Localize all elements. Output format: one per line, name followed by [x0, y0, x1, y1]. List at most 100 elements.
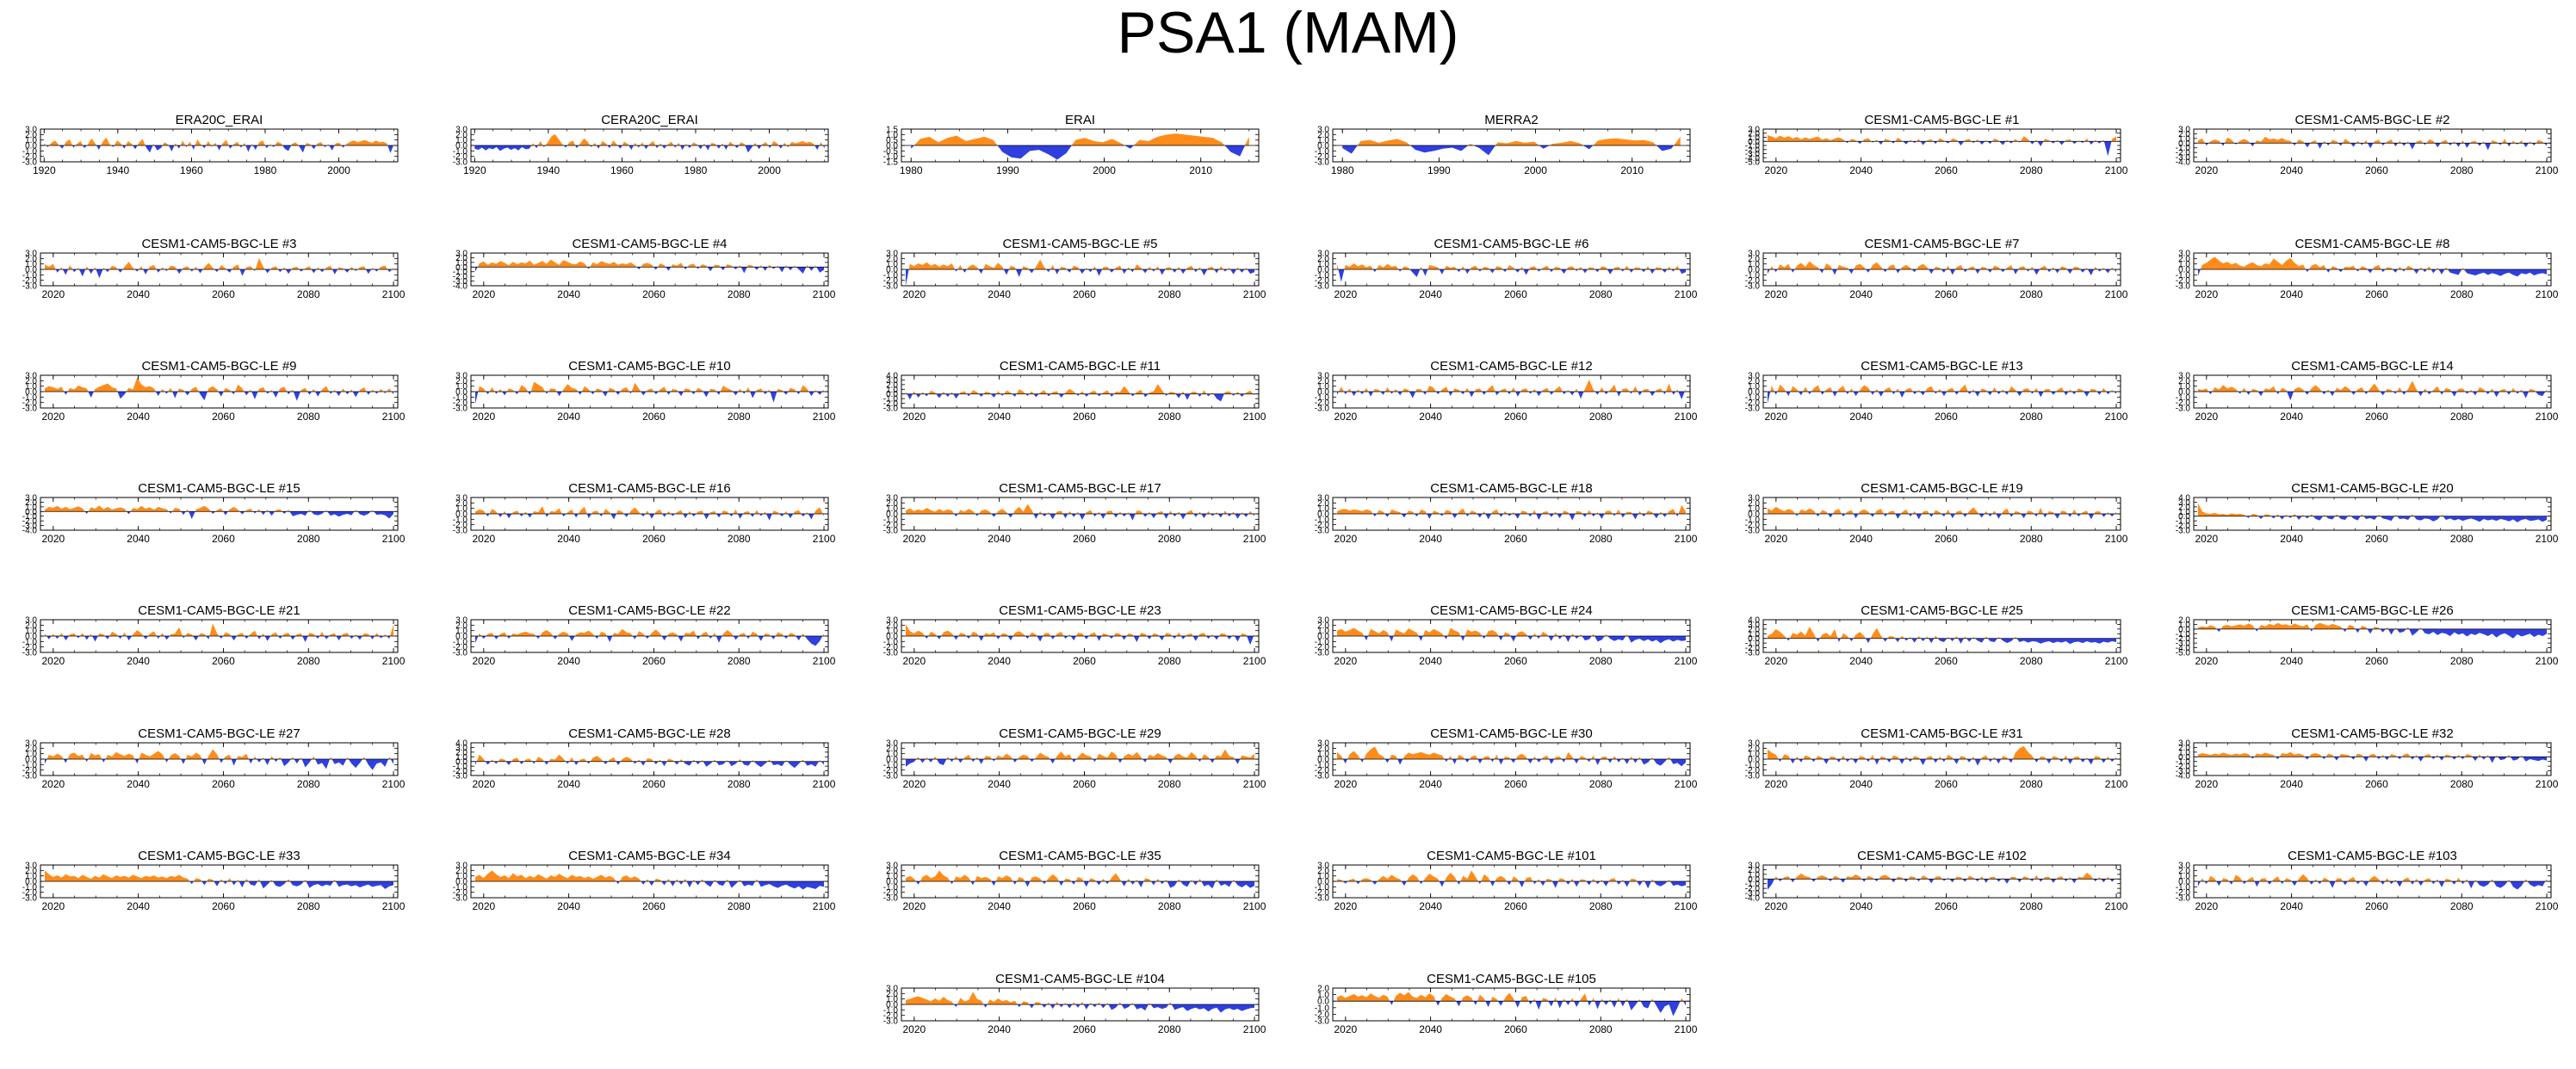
x-tick-label: 2080	[2020, 533, 2043, 545]
y-tick-label: 2.0	[1748, 377, 1760, 386]
y-tick-label: 0.0	[1317, 388, 1329, 398]
positive-area	[474, 628, 825, 636]
y-tick-label: 1.0	[1317, 260, 1329, 269]
timeseries-panel: CESM1-CAM5-BGC-LE #32 3.02.01.00.0-1.0-2.…	[2176, 726, 2559, 790]
timeseries-panel: CESM1-CAM5-BGC-LE #26 2.01.00.0-1.0-2.0-3…	[2176, 603, 2559, 667]
x-tick-label: 2080	[1589, 411, 1613, 423]
y-tick-label: 1.0	[886, 627, 898, 636]
y-tick-label: -1.0	[453, 268, 468, 277]
negative-area	[905, 881, 1255, 889]
y-tick-label: 3.0	[886, 616, 898, 626]
y-tick-label: 2.0	[25, 131, 37, 140]
positive-area	[1767, 261, 2117, 269]
positive-area	[44, 257, 394, 269]
y-tick-label: 0.0	[886, 878, 898, 887]
plot-frame	[40, 497, 399, 531]
x-tick-label: 2040	[1419, 900, 1442, 912]
x-tick-label: 2080	[1589, 778, 1613, 790]
panel-title: CESM1-CAM5-BGC-LE #20	[2291, 481, 2453, 496]
x-tick-label: 2040	[2280, 288, 2303, 300]
y-tick-label: 0.0	[455, 878, 468, 887]
x-tick-label: 2040	[1849, 900, 1873, 912]
y-tick-label: 1.0	[1317, 872, 1329, 881]
timeseries-panel: CESM1-CAM5-BGC-LE #23 3.02.01.00.0-1.0-2.…	[883, 603, 1266, 667]
x-tick-label: 2020	[472, 411, 495, 423]
y-tick-label: -3.0	[2176, 405, 2191, 414]
x-tick-label: 2100	[2536, 778, 2559, 790]
y-tick-label: -3.0	[22, 649, 38, 658]
x-tick-label: 2040	[127, 778, 150, 790]
x-tick-label: 2040	[557, 411, 580, 423]
y-tick-label: -3.0	[1315, 649, 1330, 658]
y-tick-label: 2.0	[1317, 621, 1329, 631]
y-tick-label: -1.0	[22, 271, 38, 281]
y-tick-label: -2.0	[22, 399, 38, 408]
y-tick-label: -2.0	[22, 888, 38, 898]
y-tick-label: -3.0	[2176, 153, 2191, 163]
timeseries-panel: CESM1-CAM5-BGC-LE #19 3.02.01.00.0-1.0-2.…	[1745, 481, 2128, 545]
x-tick-label: 2100	[1675, 655, 1698, 667]
y-tick-label: -1.0	[22, 512, 38, 522]
y-tick-label: 3.0	[886, 494, 898, 504]
x-tick-label: 2100	[2105, 778, 2128, 790]
x-tick-label: 2060	[1504, 533, 1527, 545]
x-tick-label: 1920	[33, 164, 56, 176]
panel-title: CESM1-CAM5-BGC-LE #19	[1861, 481, 2022, 496]
y-tick-label: -2.0	[1745, 276, 1761, 286]
y-tick-label: -3.0	[1745, 282, 1761, 292]
y-tick-label: 1.0	[25, 382, 37, 392]
x-tick-label: 2100	[2105, 288, 2128, 300]
panel-title: CESM1-CAM5-BGC-LE #2	[2294, 113, 2449, 127]
x-tick-label: 2080	[2450, 288, 2474, 300]
x-tick-label: 2040	[2280, 533, 2303, 545]
panel-title: CESM1-CAM5-BGC-LE #32	[2291, 726, 2453, 741]
x-tick-label: 2080	[2020, 288, 2043, 300]
y-tick-label: -5.0	[1745, 158, 1761, 168]
x-tick-label: 2020	[1764, 900, 1787, 912]
negative-area	[1336, 881, 1687, 889]
positive-area	[905, 749, 1255, 759]
y-tick-label: 3.0	[455, 126, 468, 135]
y-tick-label: -1.0	[453, 883, 468, 893]
x-tick-label: 2020	[472, 900, 495, 912]
y-tick-label: 2.0	[2178, 377, 2190, 386]
y-tick-label: -3.0	[1315, 405, 1330, 414]
timeseries-panel: CESM1-CAM5-BGC-LE #105 2.01.00.0-1.0-2.0-…	[1315, 972, 1698, 1035]
x-tick-label: 2080	[1158, 1023, 1181, 1035]
x-tick-label: 2080	[1589, 1023, 1613, 1035]
y-tick-label: -3.0	[1315, 282, 1330, 292]
y-tick-label: 0.0	[886, 390, 898, 399]
x-tick-label: 2020	[1334, 655, 1357, 667]
panel-title: CESM1-CAM5-BGC-LE #10	[568, 359, 730, 374]
panel-title: CESM1-CAM5-BGC-LE #18	[1430, 481, 1592, 496]
plot-frame	[2193, 742, 2552, 776]
x-tick-label: 1980	[684, 164, 708, 176]
y-tick-label: -2.0	[883, 766, 899, 775]
y-tick-label: 0.0	[1317, 756, 1329, 765]
positive-area	[2197, 136, 2548, 144]
positive-area	[905, 384, 1255, 394]
y-tick-label: 1.0	[2178, 621, 2190, 630]
y-tick-label: 1.0	[1317, 504, 1329, 514]
negative-area	[1336, 269, 1687, 282]
y-tick-label: -2.0	[1745, 399, 1761, 408]
y-tick-label: -3.0	[883, 649, 899, 658]
timeseries-panel: CESM1-CAM5-BGC-LE #5 3.02.01.00.0-1.0-2.0…	[883, 237, 1266, 300]
x-tick-label: 2080	[728, 900, 751, 912]
y-tick-label: 1.0	[25, 872, 37, 881]
x-tick-label: 2060	[212, 411, 235, 423]
y-tick-label: -3.0	[453, 649, 468, 658]
x-tick-label: 2100	[2536, 533, 2559, 545]
x-tick-label: 2020	[1764, 411, 1787, 423]
x-tick-label: 2080	[1158, 288, 1181, 300]
x-tick-label: 2060	[1935, 655, 1958, 667]
positive-area	[2197, 380, 2548, 392]
y-tick-label: 1.0	[455, 872, 468, 881]
y-tick-label: 0.0	[1748, 756, 1760, 765]
y-tick-label: 1.0	[886, 260, 898, 269]
x-tick-label: 2020	[2195, 778, 2218, 790]
positive-area	[905, 870, 1255, 881]
y-tick-label: 1.0	[1317, 991, 1329, 1000]
timeseries-panel: CESM1-CAM5-BGC-LE #10 3.02.01.00.0-1.0-2.…	[453, 359, 836, 423]
x-tick-label: 1980	[900, 164, 923, 176]
